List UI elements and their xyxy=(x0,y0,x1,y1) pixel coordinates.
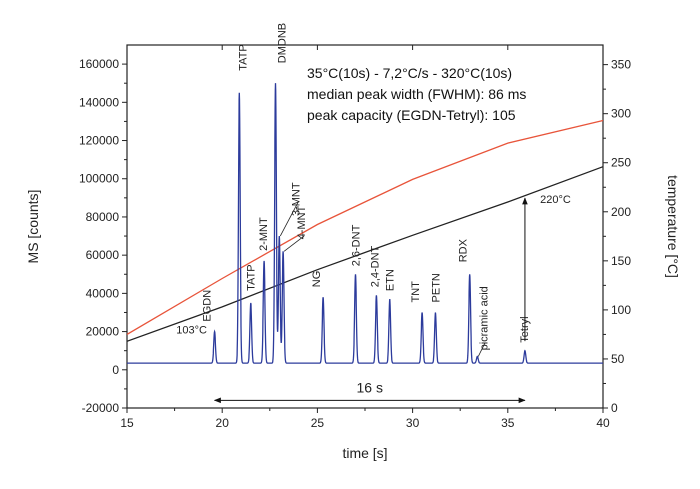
peak-label: TNT xyxy=(410,281,422,303)
y2-tick-label: 300 xyxy=(611,107,631,121)
y-tick-label: 80000 xyxy=(86,210,120,224)
y-tick-label: -20000 xyxy=(82,401,120,415)
peak-label: EGDN xyxy=(202,290,214,322)
leader-4mnt xyxy=(283,235,305,252)
y2-tick-label: 50 xyxy=(611,352,625,366)
peak-label: 2-MNT xyxy=(258,217,270,251)
temperature-line-1 xyxy=(126,119,604,335)
x-tick-label: 30 xyxy=(406,416,420,430)
y-tick-label: 100000 xyxy=(79,172,119,186)
x-axis-title: time [s] xyxy=(342,445,387,461)
span-label: 16 s xyxy=(357,379,383,395)
y-axis-title: MS [counts] xyxy=(25,190,41,264)
leader-3mnt xyxy=(279,201,299,237)
x-tick-label: 15 xyxy=(120,416,134,430)
peak-label: 2,6-DNT xyxy=(350,224,362,266)
y2-tick-label: 200 xyxy=(611,205,631,219)
y2-tick-label: 0 xyxy=(611,401,618,415)
y-tick-label: 0 xyxy=(112,363,119,377)
header-line: peak capacity (EGDN-Tetryl): 105 xyxy=(307,107,516,123)
y2-tick-label: 350 xyxy=(611,58,631,72)
peak-label: RDX xyxy=(458,238,470,262)
leader-picramic xyxy=(477,342,486,357)
y2-tick-label: 250 xyxy=(611,156,631,170)
peak-label: 2,4-DNT xyxy=(369,245,381,287)
peak-label: 4-MNT xyxy=(296,205,308,239)
y2-tick-label: 150 xyxy=(611,254,631,268)
temp-end-label: 220°C xyxy=(540,194,571,206)
peak-label: NG xyxy=(311,271,323,288)
x-tick-label: 35 xyxy=(501,416,515,430)
y-tick-label: 40000 xyxy=(86,286,120,300)
y-tick-label: 140000 xyxy=(79,95,119,109)
temp-start-label: 103°C xyxy=(176,324,207,336)
y-tick-label: 120000 xyxy=(79,134,119,148)
peak-label: picramic acid xyxy=(478,286,490,350)
x-tick-label: 25 xyxy=(311,416,325,430)
header-line: 35°C(10s) - 7,2°C/s - 320°C(10s) xyxy=(307,65,512,81)
peak-label: TATP xyxy=(237,44,249,70)
y-tick-label: 60000 xyxy=(86,248,120,262)
ms-signal-line xyxy=(127,83,603,364)
header-line: median peak width (FWHM): 86 ms xyxy=(307,86,526,102)
y2-tick-label: 100 xyxy=(611,303,631,317)
x-tick-label: 40 xyxy=(596,416,610,430)
peak-label: 3-MNT xyxy=(290,182,302,216)
peak-label: TATP xyxy=(246,264,258,290)
temperature-line-2 xyxy=(126,166,604,342)
y-tick-label: 160000 xyxy=(79,57,119,71)
y2-axis-title: temperature [°C] xyxy=(665,175,681,278)
plot-area: 15 20 25 30 35 40 -20000 0 20000 40000 60000 80000 1… xyxy=(25,23,681,461)
peak-label: DMDNB xyxy=(277,23,289,63)
x-tick-label: 20 xyxy=(216,416,230,430)
peak-label: ETN xyxy=(385,269,397,291)
peak-label: PETN xyxy=(430,273,442,302)
y-tick-label: 20000 xyxy=(86,325,120,339)
